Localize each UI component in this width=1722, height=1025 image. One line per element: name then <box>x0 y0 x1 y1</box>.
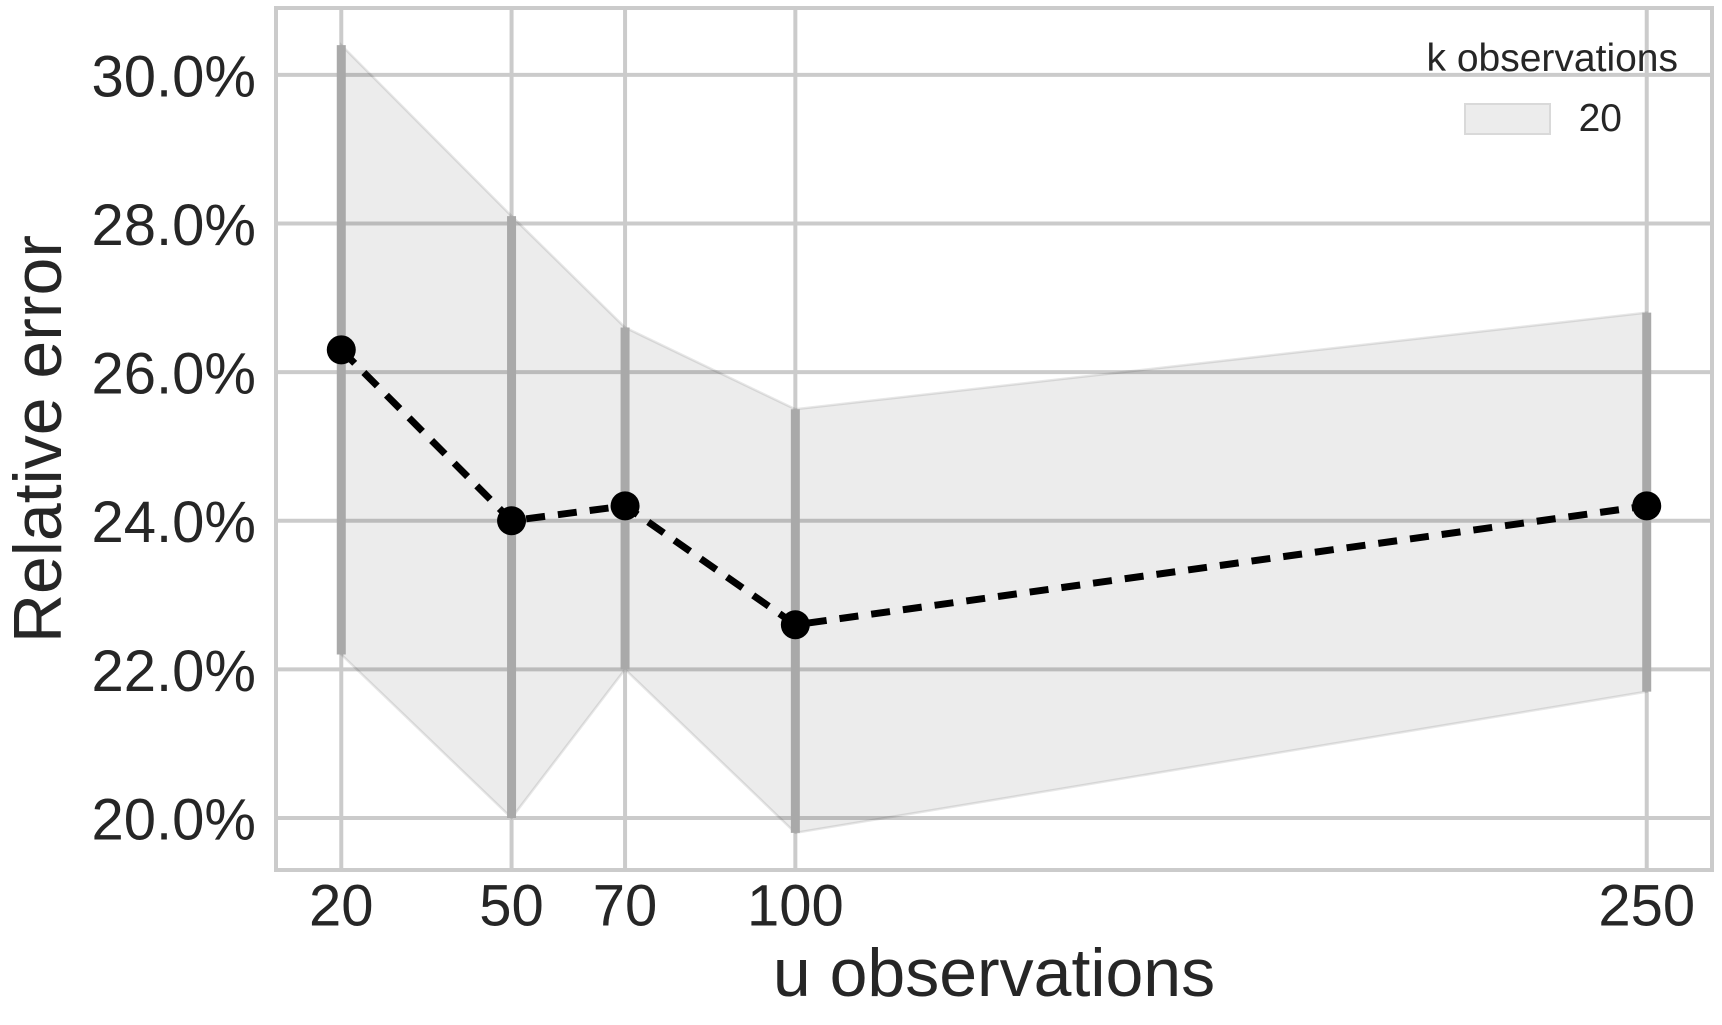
x-tick-label: 50 <box>479 874 544 939</box>
data-point-markers <box>326 335 1662 640</box>
legend-title: k observations <box>1426 37 1678 80</box>
confidence-band-polygon <box>340 42 1648 835</box>
y-tick-label: 22.0% <box>92 639 256 704</box>
plot-border <box>274 6 1714 872</box>
data-point-marker <box>780 610 810 640</box>
data-point-marker <box>326 335 356 365</box>
y-tick-labels: 20.0% 22.0% 24.0% 26.0% 28.0% 30.0% <box>92 44 256 852</box>
x-tick-labels: 20 50 70 100 250 <box>309 874 1695 939</box>
x-tick-label: 100 <box>747 874 844 939</box>
y-tick-label: 20.0% <box>92 787 256 852</box>
legend-band-swatch <box>1463 103 1551 136</box>
data-point-marker <box>497 506 527 536</box>
axes-spines <box>274 6 1714 872</box>
legend-entry: 20 <box>1427 96 1622 141</box>
data-point-marker <box>610 491 640 521</box>
x-tick-label: 70 <box>593 874 658 939</box>
y-tick-label: 30.0% <box>92 44 256 109</box>
legend-entry-label: 20 <box>1578 96 1622 140</box>
y-tick-label: 24.0% <box>92 490 256 555</box>
y-tick-label: 28.0% <box>92 193 256 258</box>
confidence-band <box>340 42 1648 835</box>
data-point-marker <box>1632 491 1662 521</box>
x-tick-label: 250 <box>1598 874 1695 939</box>
y-tick-label: 26.0% <box>92 342 256 407</box>
x-tick-label: 20 <box>309 874 374 939</box>
legend: k observations 20 <box>1427 36 1678 141</box>
